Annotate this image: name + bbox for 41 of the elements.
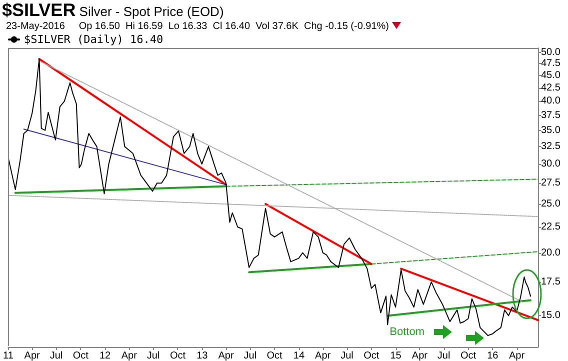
x-tick-label: Jul [340,350,354,361]
y-tick-label: 17.5 [541,276,561,288]
x-tick-label: Oct [364,350,380,361]
y-tick-label: 47.5 [541,58,561,70]
y-tick-label: 30.0 [541,158,561,170]
y-tick-label: 27.5 [541,178,561,189]
x-tick-label: Apr [412,350,428,361]
y-tick-label: 40.0 [541,96,561,107]
x-tick-label: 16 [487,350,499,361]
y-tick-label: 22.5 [541,222,561,233]
x-tick-label: Apr [121,350,138,361]
y-tick-label: 25.0 [541,198,561,210]
legend-label: $SILVER (Daily) 16.40 [24,33,164,46]
x-tick-label: Oct [266,350,283,361]
x-tick-label: 13 [196,350,208,361]
y-tick-label: 15.0 [541,310,561,322]
y-tick-label: 37.5 [541,110,561,121]
x-tick-label: Jul [437,350,450,361]
x-tick-label: 12 [99,350,112,361]
annotation: Bottom [390,326,424,338]
x-tick-label: Jul [50,350,63,361]
x-tick-label: Oct [460,350,476,361]
x-tick-label: Jul [146,350,160,361]
x-tick-label: Apr [24,350,41,361]
chart-subtitle: 23-May-2016 Op 16.50 Hi 16.59 Lo 16.33 Cl 16.40 Vol 37.6K Chg -0.15 (-0.91%) [6,21,390,32]
chart-title: $SILVER Silver - Spot Price (EOD) [2,0,224,21]
x-tick-label: Jul [244,350,257,361]
x-tick-label: 11 [2,350,14,361]
y-tick-label: 35.0 [541,124,561,136]
x-tick-label: 15 [390,350,402,361]
y-tick-label: 20.0 [541,247,561,258]
x-tick-label: 14 [293,350,305,361]
y-tick-label: 42.5 [541,82,561,94]
x-tick-label: Apr [315,350,332,361]
y-tick-label: 32.5 [541,141,561,152]
y-tick-label: 45.0 [541,70,561,81]
y-tick-label: 50.0 [541,46,561,58]
x-tick-label: Oct [72,350,89,361]
x-tick-label: Apr [508,350,526,361]
x-tick-label: Oct [170,350,186,361]
x-tick-label: Apr [218,350,234,361]
